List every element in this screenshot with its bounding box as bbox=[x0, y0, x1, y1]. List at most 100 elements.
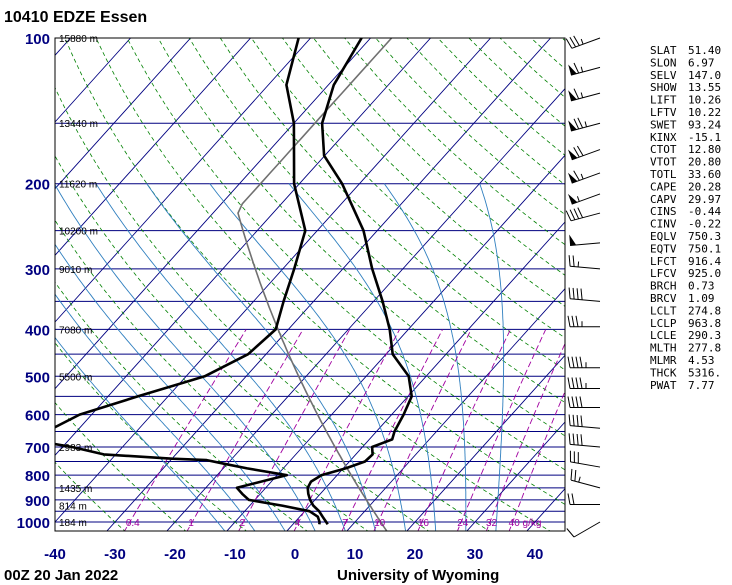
isotherm bbox=[55, 38, 371, 390]
wind-barb bbox=[568, 287, 601, 302]
index-name: LFCT bbox=[650, 255, 677, 268]
wind-barb-feather bbox=[568, 287, 571, 299]
index-value: 274.8 bbox=[688, 304, 721, 317]
wind-barb-feather bbox=[567, 396, 571, 408]
index-name: BRCH bbox=[650, 280, 677, 293]
wind-barb-feather bbox=[568, 255, 571, 267]
index-value: 750.1 bbox=[688, 242, 721, 255]
wind-barb-feather bbox=[574, 469, 577, 482]
index-value: 0.73 bbox=[688, 280, 715, 293]
index-name: LFTV bbox=[650, 106, 677, 119]
temperature-tick-label: 0 bbox=[291, 546, 299, 563]
source-credit: University of Wyoming bbox=[337, 567, 499, 584]
wind-barb bbox=[565, 207, 601, 222]
height-label: 11620 m bbox=[59, 180, 97, 191]
wind-barb-feather bbox=[575, 315, 579, 327]
wind-barb-flag bbox=[568, 120, 577, 131]
wind-barb-flag bbox=[568, 64, 577, 76]
moist-adiabat bbox=[209, 183, 407, 531]
dry-adiabat bbox=[126, 38, 565, 471]
mixing-ratio-label: 4 bbox=[295, 518, 301, 529]
wind-barb-feather bbox=[573, 62, 580, 74]
wind-barb-feather bbox=[565, 210, 572, 222]
isotherm bbox=[55, 38, 131, 123]
dewpoint-profile bbox=[55, 38, 321, 525]
wind-barb bbox=[567, 356, 601, 369]
wind-barb-flag bbox=[568, 193, 578, 205]
wind-barb-staff bbox=[570, 425, 601, 429]
temperature-profile bbox=[306, 38, 414, 526]
wind-barb-flag bbox=[568, 172, 578, 184]
mixing-ratio-label: 10 bbox=[374, 518, 386, 529]
index-value: 7.77 bbox=[688, 379, 715, 392]
index-value: 33.60 bbox=[688, 168, 721, 181]
isotherm bbox=[346, 287, 565, 531]
wind-barb-feather bbox=[569, 209, 576, 221]
index-value: 147.0 bbox=[688, 69, 721, 82]
temperature-tick-label: 40 bbox=[527, 546, 544, 563]
index-value: 963.8 bbox=[688, 317, 721, 330]
wind-barb-feather bbox=[572, 414, 575, 426]
dry-adiabat bbox=[251, 38, 565, 339]
dry-adiabat bbox=[55, 155, 430, 531]
height-label: 13440 m bbox=[59, 119, 98, 130]
pressure-tick-label: 100 bbox=[25, 31, 50, 48]
index-name: MLTH bbox=[650, 342, 677, 355]
isotherm bbox=[55, 38, 311, 323]
index-name: CTOT bbox=[650, 143, 677, 156]
moist-adiabat bbox=[479, 183, 505, 531]
dry-adiabat bbox=[55, 461, 126, 531]
mixing-ratio-label: 16 bbox=[418, 518, 430, 529]
mixing-ratio-line bbox=[373, 329, 472, 531]
wind-barb bbox=[568, 117, 601, 132]
wind-barb-half-feather bbox=[580, 92, 584, 98]
wind-barb-feather bbox=[580, 288, 583, 300]
wind-barb bbox=[567, 377, 601, 390]
temperature-tick-label: -10 bbox=[224, 546, 246, 563]
index-value: 290.3 bbox=[688, 329, 721, 342]
index-name: SELV bbox=[650, 69, 677, 82]
mixing-ratio-line bbox=[238, 329, 351, 531]
mixing-ratio-label: 32 bbox=[486, 518, 498, 529]
isotherm bbox=[466, 421, 565, 531]
wind-barb bbox=[569, 234, 601, 246]
isotherm bbox=[55, 38, 251, 257]
isotherm bbox=[286, 221, 565, 531]
temperature-tick-label: 30 bbox=[467, 546, 484, 563]
isotherm bbox=[406, 354, 565, 531]
mixing-ratio-line bbox=[485, 342, 565, 531]
temperature-tick-label: 10 bbox=[347, 546, 364, 563]
isotherm bbox=[0, 38, 11, 532]
index-name: MLMR bbox=[650, 354, 677, 367]
moist-adiabat bbox=[95, 183, 346, 531]
dry-adiabat bbox=[55, 219, 369, 531]
wind-barb bbox=[569, 450, 601, 468]
dry-adiabat bbox=[375, 38, 565, 216]
isotherm bbox=[55, 38, 71, 57]
index-name: SLON bbox=[650, 56, 677, 69]
wind-barb-staff bbox=[573, 521, 601, 538]
index-value: 93.24 bbox=[688, 118, 721, 131]
index-value: -0.22 bbox=[688, 218, 721, 231]
index-value: 916.4 bbox=[688, 255, 721, 268]
mixing-ratio-line bbox=[293, 329, 400, 531]
wind-barb-staff bbox=[571, 172, 601, 184]
wind-barb-staff bbox=[570, 443, 601, 448]
dry-adiabat bbox=[95, 38, 565, 505]
index-name: EQLV bbox=[650, 230, 677, 243]
wind-barb bbox=[570, 468, 601, 489]
wind-barb-feather bbox=[576, 415, 579, 427]
index-name: VTOT bbox=[650, 156, 677, 169]
pressure-tick-label: 400 bbox=[25, 322, 50, 339]
temperature-tick-label: -20 bbox=[164, 546, 186, 563]
index-name: CINS bbox=[650, 205, 677, 218]
index-value: 20.28 bbox=[688, 180, 721, 193]
height-label: 5500 m bbox=[59, 372, 92, 383]
pressure-tick-label: 900 bbox=[25, 493, 50, 510]
wind-barb-feather bbox=[565, 38, 573, 49]
wind-barb-staff bbox=[570, 242, 601, 246]
wind-barb bbox=[568, 255, 601, 270]
mixing-ratio-label: 40 g/kg bbox=[509, 518, 542, 529]
index-name: CINV bbox=[650, 218, 677, 231]
